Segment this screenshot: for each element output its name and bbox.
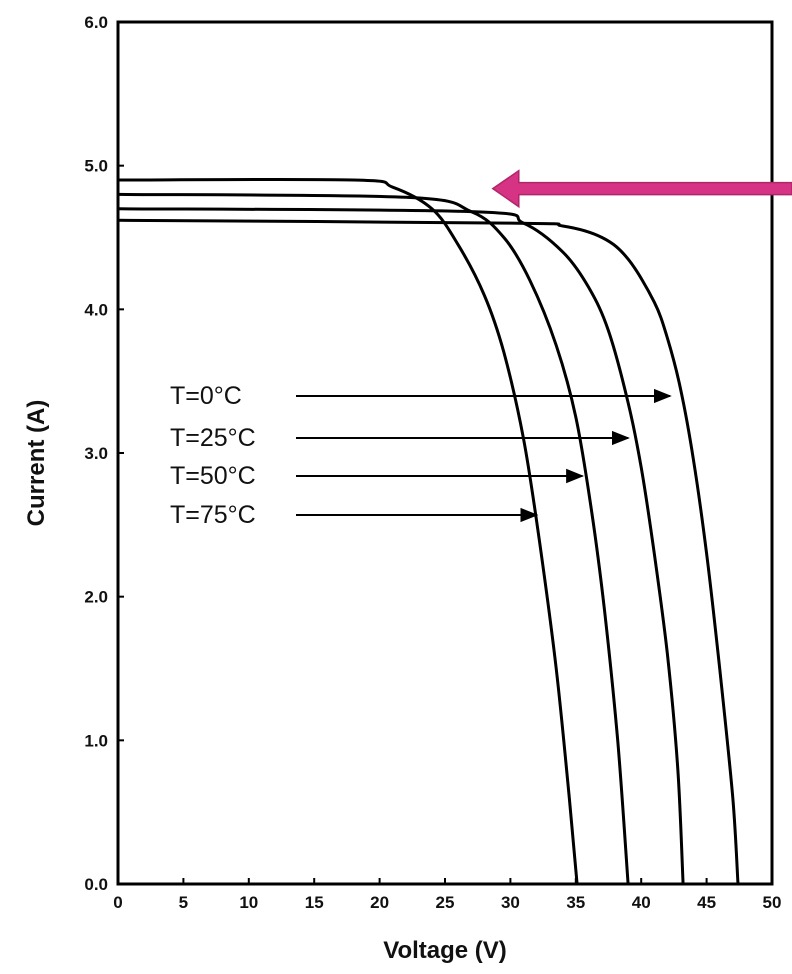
y-tick-label: 0.0 bbox=[84, 875, 108, 894]
highlight-arrow-shape bbox=[491, 169, 792, 209]
x-tick-label: 10 bbox=[239, 893, 258, 912]
x-tick-label: 30 bbox=[501, 893, 520, 912]
tick-labels: 0 5 10 15 20 25 30 35 40 45 50 0.0 1.0 2.0 3.0 4.0 5.0 6.… bbox=[84, 13, 781, 912]
iv-curve-series-0 bbox=[117, 218, 740, 885]
chart-curves bbox=[117, 177, 740, 885]
x-tick-label: 45 bbox=[697, 893, 716, 912]
iv-curve-series-2 bbox=[117, 192, 630, 885]
x-tick-label: 15 bbox=[305, 893, 324, 912]
y-tick-label: 3.0 bbox=[84, 444, 108, 463]
y-axis-title: Current (A) bbox=[23, 400, 50, 527]
iv-curve-series-1 bbox=[117, 207, 685, 885]
annotation-label: T=50°C bbox=[170, 462, 256, 490]
annotation-label: T=0°C bbox=[170, 382, 242, 410]
y-tick-label: 2.0 bbox=[84, 588, 108, 607]
iv-curve-series-3 bbox=[117, 177, 579, 885]
axis-ticks bbox=[117, 21, 773, 885]
y-tick-label: 6.0 bbox=[84, 13, 108, 32]
x-tick-label: 40 bbox=[632, 893, 651, 912]
y-tick-label: 5.0 bbox=[84, 157, 108, 176]
x-axis-title: Voltage (V) bbox=[383, 937, 507, 964]
y-tick-label: 4.0 bbox=[84, 300, 108, 319]
annotation-label: T=75°C bbox=[170, 501, 256, 529]
highlight-arrow bbox=[491, 169, 792, 209]
x-tick-label: 0 bbox=[113, 893, 122, 912]
x-tick-label: 35 bbox=[566, 893, 585, 912]
x-tick-label: 25 bbox=[436, 893, 455, 912]
x-tick-label: 5 bbox=[179, 893, 188, 912]
x-tick-label: 20 bbox=[370, 893, 389, 912]
plot-area-frame bbox=[116, 20, 774, 886]
x-tick-label: 50 bbox=[763, 893, 782, 912]
chart-annotations: T=0°C T=25°C T=50°C T=75°C bbox=[170, 382, 672, 529]
y-tick-label: 1.0 bbox=[84, 731, 108, 750]
annotation-label: T=25°C bbox=[170, 424, 256, 452]
